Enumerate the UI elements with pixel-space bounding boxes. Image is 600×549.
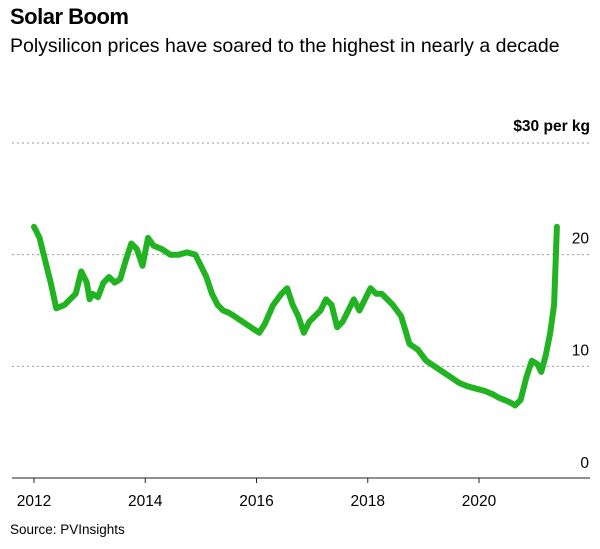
chart-source: Source: PVInsights [10, 522, 125, 537]
x-tick-labels: 2012 2014 2016 2018 2020 [17, 478, 497, 510]
x-tick-label: 2012 [17, 493, 51, 510]
gridlines [12, 142, 590, 479]
y-tick-labels: 0 10 20 [572, 231, 590, 472]
y-tick-label: 0 [580, 455, 589, 472]
chart-title: Solar Boom [10, 4, 129, 29]
x-tick-label: 2014 [128, 493, 163, 510]
y-tick-label: 20 [572, 231, 590, 248]
y-tick-label: 10 [572, 342, 590, 359]
x-tick-label: 2016 [239, 493, 273, 510]
x-tick-label: 2020 [462, 493, 497, 510]
y-unit-label: $30 per kg [513, 118, 590, 135]
chart-subtitle: Polysilicon prices have soared to the hi… [10, 35, 560, 57]
x-tick-label: 2018 [351, 493, 385, 510]
polysilicon-price-line [31, 223, 560, 409]
